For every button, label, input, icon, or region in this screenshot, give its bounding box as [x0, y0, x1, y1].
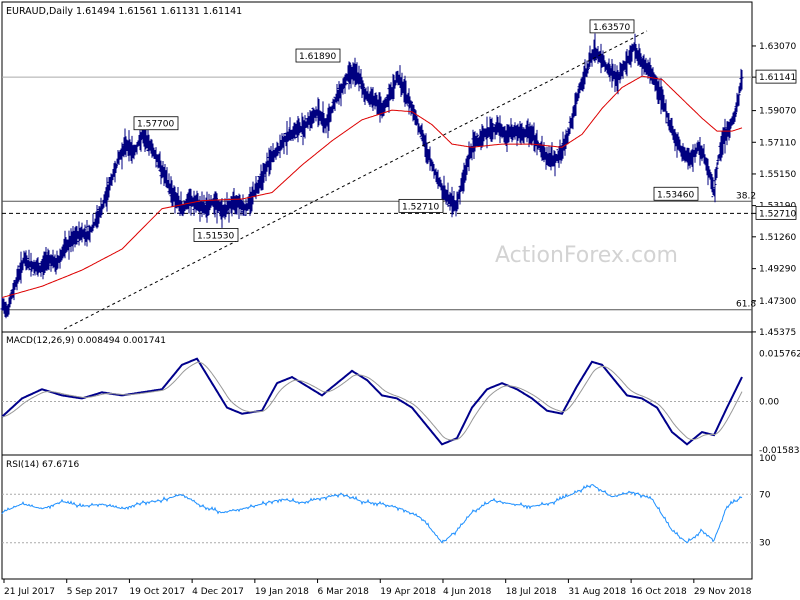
annotation-box: [193, 228, 239, 242]
x-tick-label: 16 Oct 2018: [631, 587, 687, 597]
x-tick-label: 19 Jan 2018: [255, 587, 309, 597]
rsi-tick-label: 70: [759, 490, 771, 500]
x-tick-label: 31 Aug 2018: [568, 587, 626, 597]
price-tick-label: 1.63070: [759, 42, 796, 52]
annotation-label: 1.57700: [137, 120, 174, 130]
macd-signal-line: [1, 361, 743, 441]
annotation-box: [589, 19, 635, 34]
price-box: [755, 205, 797, 220]
rsi-tick-label: 100: [759, 454, 776, 464]
price-tick-label: 1.55150: [759, 170, 796, 180]
annotation-box: [398, 198, 444, 213]
annotation-label: 1.53460: [657, 190, 694, 200]
trendline: [64, 30, 648, 330]
price-tick-label: 1.49290: [759, 265, 796, 275]
x-tick-label: 6 Mar 2018: [318, 587, 370, 597]
x-axis: 21 Jul 2017 5 Sep 2017 19 Oct 2017 4 Dec 20…: [3, 579, 752, 597]
annotation-label: 1.61890: [299, 52, 336, 62]
price-tick-label: 1.45375: [759, 328, 796, 338]
price-header: EURAUD,Daily 1.61494 1.61561 1.61131 1.6…: [6, 6, 242, 17]
price-axis: 1.630701.611411.590701.571101.551501.531…: [752, 42, 796, 338]
rsi-grid-lines: [2, 493, 752, 544]
price-bars: [0, 33, 744, 319]
macd-axis: 0.015762 0.00 -0.015834: [759, 349, 800, 456]
x-tick-label: 19 Apr 2018: [380, 587, 436, 597]
price-tick-label: 1.61141: [759, 73, 796, 83]
price-box: [755, 69, 797, 84]
price-tick-label: 1.47300: [759, 297, 796, 307]
rsi-panel-frame: [1, 454, 753, 580]
price-tick-label: 1.52710: [759, 209, 796, 219]
rsi-line: [1, 484, 743, 544]
macd-tick-label: -0.015834: [759, 446, 800, 456]
annotation-label: 1.63570: [593, 23, 630, 33]
macd-tick-label: 0.00: [759, 398, 779, 408]
x-tick-label: 21 Jul 2017: [4, 587, 55, 597]
x-tick-label: 5 Sep 2017: [67, 587, 118, 597]
annotation-label: 1.51530: [197, 231, 234, 241]
rsi-axis: 100 70 30: [759, 454, 776, 549]
fib-label: 38.2: [736, 191, 756, 201]
annotation-box: [133, 116, 179, 131]
rsi-tick-label: 30: [759, 539, 771, 549]
price-grid-lines: 38.2 61.8: [2, 76, 756, 311]
annotation-box: [653, 186, 699, 201]
annotation-box: [295, 48, 341, 63]
price-tick-label: 1.59070: [759, 107, 796, 117]
rsi-header: RSI(14) 67.6716: [6, 460, 79, 470]
price-annotations: 1.63570 1.61890 1.57700 1.51530 1.52710 1.534…: [133, 19, 699, 242]
x-tick-label: 29 Nov 2018: [694, 587, 752, 597]
macd-tick-label: 0.015762: [759, 349, 800, 359]
x-tick-label: 4 Jun 2018: [443, 587, 492, 597]
x-tick-label: 19 Oct 2017: [129, 587, 185, 597]
fib-label: 61.8: [736, 300, 756, 310]
watermark: ActionForex.com: [495, 243, 678, 268]
macd-header: MACD(12,26,9) 0.008494 0.001741: [6, 336, 166, 346]
x-tick-label: 18 Jul 2018: [506, 587, 557, 597]
annotation-label: 1.52710: [402, 202, 439, 212]
moving-average-line: [1, 75, 743, 299]
x-tick-label: 4 Dec 2017: [192, 587, 244, 597]
price-tick-label: 1.57110: [759, 138, 796, 148]
price-tick-label: 1.51260: [759, 233, 796, 243]
